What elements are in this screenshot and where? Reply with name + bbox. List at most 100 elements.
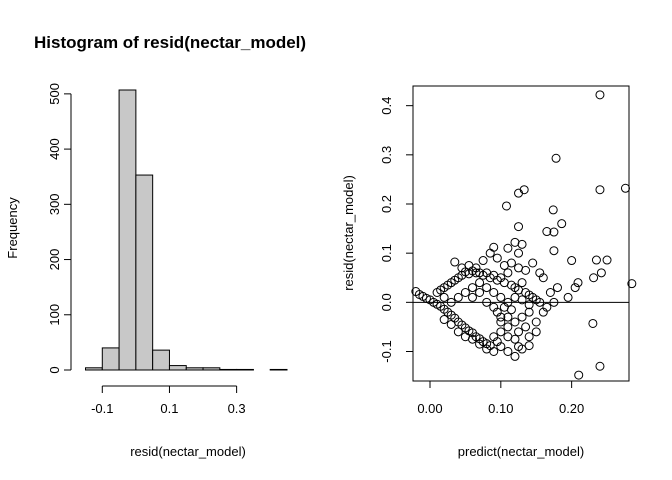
scatter-points [411,90,637,380]
scatter-point [503,268,513,278]
scatter-point [588,318,598,328]
scatter-point [446,319,456,329]
scatter-point [514,342,524,352]
histogram-bar-3 [118,89,137,371]
histogram-bar-2 [101,347,120,371]
histogram-y-axis: 0 100 200 300 400 500 [47,83,72,374]
scatter-point [551,153,561,163]
scatter-y-tick-label: -0.1 [379,340,394,362]
scatter-x-tick-label: 0.20 [559,401,584,416]
scatter-panel: 0.00 0.10 0.20 -0.1 0.0 0.1 0.2 0.3 0.4 predict… [341,85,637,459]
scatter-point [475,288,485,297]
histogram-bars [85,89,288,371]
scatter-point [549,246,559,256]
scatter-point [538,307,548,317]
scatter-point [489,302,499,312]
histogram-bar-9 [219,368,238,371]
histogram-x-axis-label: resid(nectar_model) [130,444,246,459]
scatter-point [627,279,637,289]
scatter-point [478,256,488,266]
scatter-point [528,258,538,268]
scatter-point [563,292,573,302]
scatter-point [496,292,506,302]
scatter-point [492,253,502,263]
scatter-plot-box [412,85,630,382]
scatter-point [489,288,499,297]
scatter-point [595,361,605,371]
scatter-point [510,351,520,361]
histogram-y-tick-label: 100 [47,304,62,326]
scatter-point [510,334,520,344]
scatter-point [517,295,527,305]
scatter-point [574,370,584,380]
scatter-point [589,273,599,283]
scatter-point [524,307,534,317]
scatter-point [503,312,513,322]
scatter-point [503,243,513,253]
scatter-point [467,292,477,302]
scatter-point [524,341,534,351]
scatter-point [517,239,527,249]
scatter-point [467,283,477,293]
scatter-point [552,283,562,293]
scatter-point [531,317,541,327]
scatter-point [510,317,520,327]
scatter-point [514,222,524,232]
scatter-point [521,322,531,332]
scatter-point [506,305,516,315]
scatter-point [567,256,577,266]
histogram-x-tick-label: -0.1 [91,401,113,416]
scatter-point [460,288,470,297]
scatter-point [471,263,481,273]
histogram-y-tick-label: 0 [47,366,62,373]
histogram-bar-5 [152,349,170,371]
histogram-bar-12 [269,368,288,371]
scatter-point [591,255,601,265]
scatter-point [453,327,463,337]
scatter-point [475,339,485,349]
scatter-y-tick-label: 0.4 [379,97,394,115]
scatter-point [485,248,495,258]
scatter-point [545,288,555,297]
scatter-point [482,297,492,307]
histogram-x-tick-label: 0.3 [228,401,246,416]
scatter-point [517,278,527,288]
scatter-point [570,283,580,293]
histogram-bar-10 [236,368,254,371]
scatter-point [514,248,524,258]
scatter-point [514,188,524,198]
scatter-point [496,317,506,327]
histogram-y-tick-label: 300 [47,193,62,215]
scatter-point [549,227,559,237]
histogram-bar-6 [168,365,187,371]
scatter-x-axis-label: predict(nectar_model) [458,444,584,459]
histogram-y-tick-label: 200 [47,249,62,271]
scatter-point [439,315,449,325]
histogram-x-tick-label: 0.1 [160,401,178,416]
scatter-y-tick-label: 0.1 [379,244,394,262]
scatter-point [549,297,559,307]
scatter-y-axis: -0.1 0.0 0.1 0.2 0.3 0.4 [379,97,413,363]
scatter-point [503,347,513,356]
scatter-point [620,183,630,193]
histogram-y-tick-label: 400 [47,138,62,160]
scatter-point [538,273,548,283]
scatter-point [489,347,499,356]
scatter-point [602,255,612,265]
scatter-point [482,283,492,293]
scatter-y-tick-label: 0.2 [379,195,394,213]
scatter-y-axis-label: resid(nectar_model) [341,175,356,291]
scatter-point [467,334,477,344]
scatter-point [501,201,511,211]
scatter-point [535,297,545,307]
scatter-point [475,278,485,288]
scatter-point [517,312,527,322]
scatter-y-tick-label: 0.0 [379,293,394,311]
scatter-point [503,322,513,332]
scatter-point [557,219,567,229]
scatter-x-tick-label: 0.10 [488,401,513,416]
scatter-point [531,327,541,337]
scatter-x-axis: 0.00 0.10 0.20 [417,381,584,416]
histogram-y-tick-label: 500 [47,83,62,105]
